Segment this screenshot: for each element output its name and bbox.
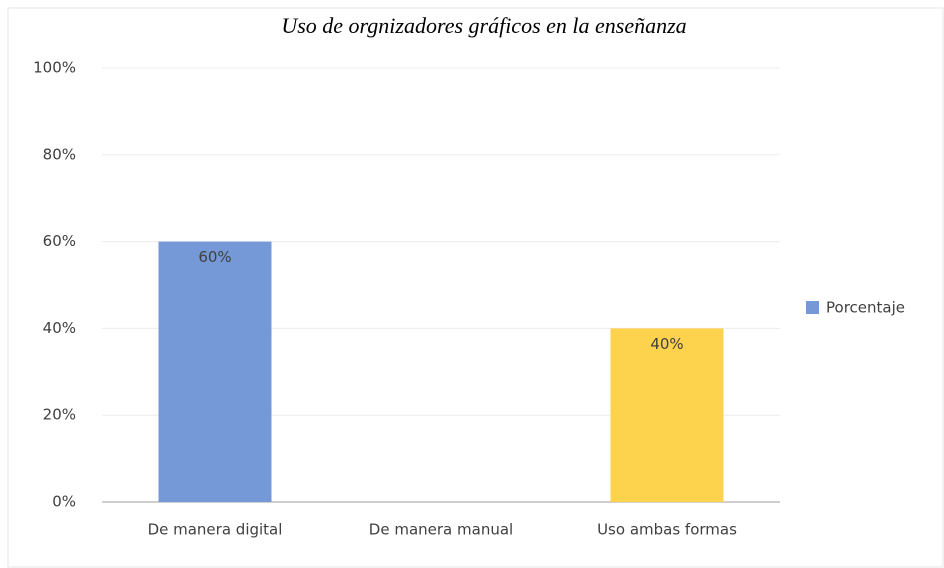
legend-label: Porcentaje <box>826 299 905 317</box>
data-label: 60% <box>198 248 231 266</box>
bar <box>158 241 272 502</box>
x-tick-label: De manera manual <box>369 521 513 539</box>
chart-frame <box>7 7 944 568</box>
x-tick-label: De manera digital <box>148 521 283 539</box>
x-tick-label: Uso ambas formas <box>597 521 737 539</box>
y-tick-label: 0% <box>52 493 76 511</box>
y-tick-label: 40% <box>43 319 76 337</box>
legend-swatch <box>806 301 819 314</box>
bar <box>610 328 724 502</box>
data-label: 40% <box>650 335 683 353</box>
y-tick-label: 20% <box>43 406 76 424</box>
y-tick-label: 100% <box>33 59 76 77</box>
y-tick-label: 60% <box>43 232 76 250</box>
y-tick-label: 80% <box>43 145 76 163</box>
chart-title: Uso de orgnizadores gráficos en la enseñ… <box>281 13 686 38</box>
